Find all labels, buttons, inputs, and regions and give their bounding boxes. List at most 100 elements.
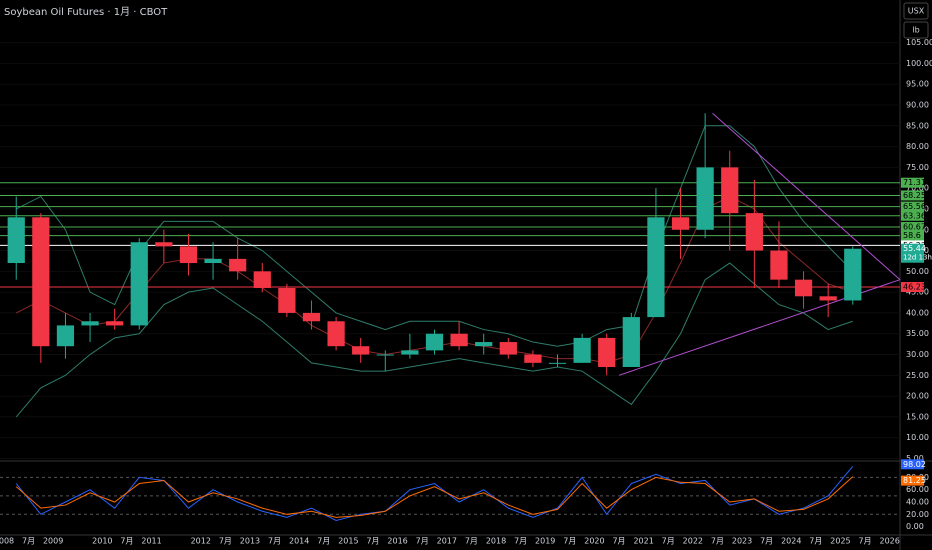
x-tick-label: 7月 [22,537,35,546]
candle-body [425,333,444,351]
x-tick-label: 2020 [584,537,604,546]
x-tick-label: 2009 [43,537,63,546]
trendline [712,112,901,281]
candle-body [819,296,837,301]
last-price-label: 55.44 [903,244,926,253]
stoch-value-label: 81.25 [903,476,926,485]
y-tick-label: 105.00 [906,38,932,47]
candle-body [647,217,665,318]
candle-body [573,337,591,363]
x-tick-label: 2018 [486,537,506,546]
x-tick-label: 2017 [437,537,457,546]
candle-body [499,342,517,355]
x-tick-label: 7月 [317,537,330,546]
level-label-box [901,221,924,232]
x-tick-label: 2008 [0,537,14,546]
candle-body [81,321,99,326]
x-tick-label: 7月 [366,537,379,546]
level-label-box [901,282,924,293]
level-label-box [901,190,924,201]
y-tick-label: 10.00 [906,433,929,442]
candle-body [106,321,124,326]
y-tick-label: 60.00 [906,485,929,494]
candle-body [229,258,247,272]
x-tick-label: 2026 [879,537,899,546]
bar-countdown: 12d 13h [903,254,932,262]
y-tick-label: 40.00 [906,498,929,507]
level-label: 68.25 [903,191,926,200]
x-tick-label: 7月 [760,537,773,546]
candle-body [450,333,468,347]
y-tick-label: 100.00 [906,59,932,68]
level-label: 71.31 [903,178,926,187]
y-tick-label: 85.00 [906,121,929,130]
x-tick-label: 7月 [465,537,478,546]
unit[interactable]: lb [912,26,919,35]
level-label: 46.23 [903,283,926,292]
x-tick-label: 7月 [416,537,429,546]
currency[interactable]: USX [908,7,925,16]
candle-body [253,271,271,288]
x-tick-label: 2019 [535,537,555,546]
candle-body [721,167,739,214]
level-label: 58.6 [903,231,921,240]
stoch-value-box [901,459,924,470]
candle-body [130,242,148,326]
candle-body [745,213,763,251]
bollinger-upper [16,125,854,347]
y-tick-label: 25.00 [906,371,929,380]
candle-body [376,354,394,356]
x-tick-label: 2012 [191,537,211,546]
currency-box[interactable] [903,2,929,20]
candle-body [352,346,370,355]
x-tick-label: 7月 [120,537,133,546]
candle-body [548,362,567,364]
x-tick-label: 2010 [92,537,112,546]
x-tick-label: 2021 [633,537,653,546]
candle-body [155,242,173,247]
y-tick-label: 90.00 [906,100,929,109]
x-tick-label: 2014 [289,537,309,546]
candle-body [844,248,862,301]
x-tick-label: 7月 [563,537,576,546]
x-tick-label: 2022 [683,537,703,546]
x-tick-label: 7月 [514,537,527,546]
candle-body [7,217,25,264]
level-label-box [901,201,924,212]
x-tick-label: 2016 [387,537,407,546]
x-tick-label: 7月 [711,537,724,546]
x-tick-label: 2024 [781,537,801,546]
unit-box[interactable] [903,21,929,39]
x-tick-label: 7月 [612,537,625,546]
x-tick-label: 7月 [859,537,872,546]
y-tick-label: 70.00 [906,184,929,193]
level-label-box [901,210,924,221]
candle-body [770,250,788,280]
candle-body [524,354,542,363]
bollinger-lower [15,262,853,418]
candle-body [622,317,640,368]
candle-body [56,325,75,347]
candle-body [598,337,616,368]
candle-body [671,217,690,230]
level-label: 65.56 [903,202,926,211]
x-tick-label: 7月 [809,537,822,546]
level-label-box [901,177,924,188]
y-tick-label: 95.00 [906,80,929,89]
y-tick-label: 75.00 [906,163,929,172]
candle-body [696,167,714,230]
candle-body [278,287,296,313]
x-tick-label: 2025 [830,537,850,546]
stoch-line [15,476,854,518]
y-tick-label: 80.00 [906,142,929,151]
stoch-line [15,465,854,521]
x-tick-label: 7月 [219,537,232,546]
level-label: 63.36 [903,211,926,220]
y-tick-label: 0.00 [906,522,924,531]
x-tick-label: 2015 [338,537,358,546]
chart-title: Soybean Oil Futures · 1月 · CBOT [4,6,168,18]
candle-body [179,246,198,264]
y-tick-label: 50.00 [906,267,929,276]
stoch-value-label: 98.02 [903,460,926,469]
